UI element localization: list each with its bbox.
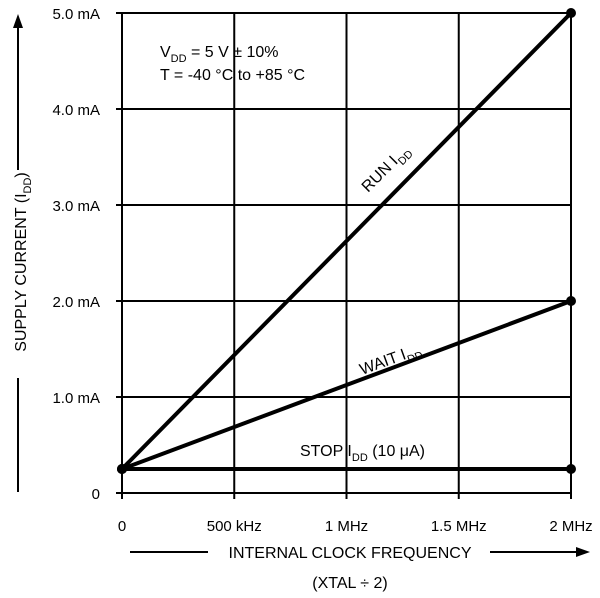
x-axis-sublabel: (XTAL ÷ 2)	[312, 575, 387, 592]
y-axis-label: SUPPLY CURRENT (IDD)	[13, 172, 34, 351]
series-line-wait	[120, 299, 573, 471]
x-tick-label: 2 MHz	[549, 518, 592, 535]
y-tick-label: 3.0 mA	[52, 198, 100, 215]
y-tick-label: 5.0 mA	[52, 6, 100, 23]
series-points	[117, 8, 576, 474]
y-tick-labels: 0 1.0 mA 2.0 mA 3.0 mA 4.0 mA 5.0 mA	[52, 6, 100, 503]
series-line-run	[120, 11, 573, 471]
axis-arrows	[13, 14, 590, 557]
series-point-wait	[566, 296, 576, 306]
grid	[116, 12, 572, 499]
y-arrow-head	[13, 14, 23, 28]
x-tick-label: 0	[118, 518, 126, 535]
x-arrow-head	[576, 547, 590, 557]
series-lines	[120, 11, 573, 471]
x-tick-label: 1 MHz	[325, 518, 368, 535]
series-point-stop	[566, 464, 576, 474]
x-tick-labels: 0 500 kHz 1 MHz 1.5 MHz 2 MHz	[118, 518, 593, 535]
condition-vdd: VDD = 5 V ± 10%	[160, 44, 279, 65]
y-tick-label: 2.0 mA	[52, 294, 100, 311]
series-label-wait: WAIT IDD	[358, 341, 425, 383]
y-tick-label: 1.0 mA	[52, 390, 100, 407]
y-tick-label: 0	[92, 486, 100, 503]
x-tick-label: 1.5 MHz	[431, 518, 487, 535]
series-point-run	[566, 8, 576, 18]
y-tick-label: 4.0 mA	[52, 102, 100, 119]
x-tick-label: 500 kHz	[207, 518, 262, 535]
x-axis-label: INTERNAL CLOCK FREQUENCY	[229, 545, 472, 562]
series-label-stop: STOP IDD (10 μA)	[300, 443, 425, 464]
series-point-stop	[117, 464, 127, 474]
series-label-run: RUN IDD	[359, 142, 416, 199]
condition-temperature: T = -40 °C to +85 °C	[160, 67, 305, 84]
